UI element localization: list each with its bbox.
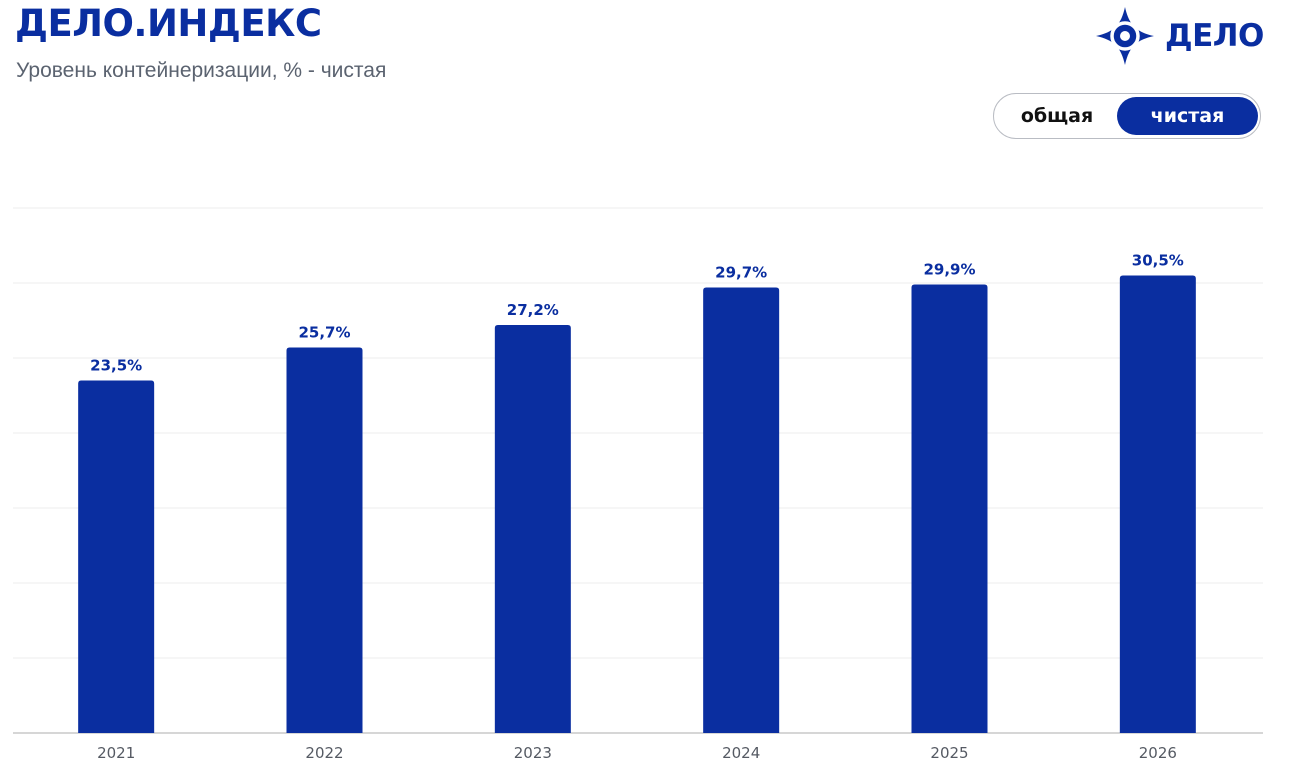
- bar-2021: [78, 380, 155, 733]
- value-label-2022: 25,7%: [298, 324, 350, 342]
- delo-logo[interactable]: ДЕЛО: [1095, 5, 1270, 67]
- brand-title: ДЕЛО.ИНДЕКС: [15, 2, 322, 45]
- value-label-2026: 30,5%: [1132, 252, 1184, 270]
- value-label-2024: 29,7%: [715, 264, 767, 282]
- chart-subtitle: Уровень контейнеризации, % - чистая: [16, 59, 387, 82]
- bar-2024: [703, 287, 780, 733]
- logo-text: ДЕЛО: [1165, 18, 1264, 54]
- x-tick-2025: 2025: [930, 744, 968, 762]
- chart-value-labels: 23,5% 25,7% 27,2% 29,7% 29,9% 30,5%: [90, 252, 1184, 375]
- x-tick-2023: 2023: [514, 744, 552, 762]
- chart-grid: [13, 207, 1263, 734]
- toggle-option-net[interactable]: чистая: [1117, 97, 1258, 135]
- x-tick-2022: 2022: [305, 744, 343, 762]
- bar-chart: 23,5%25,7%27,2%29,7% 29,9% 30,5% 2021 2022 2…: [13, 207, 1263, 762]
- value-label-2021: 23,5%: [90, 357, 142, 375]
- bar-2023: [494, 325, 571, 733]
- bar-2025: [911, 284, 988, 733]
- value-label-2023: 27,2%: [507, 301, 559, 319]
- delo-star-icon: [1096, 7, 1154, 65]
- x-tick-2026: 2026: [1139, 744, 1177, 762]
- chart-bars: [78, 275, 1196, 733]
- bar-2026: [1119, 275, 1196, 733]
- x-tick-2021: 2021: [97, 744, 135, 762]
- mode-toggle: общая чистая: [993, 93, 1261, 139]
- bar-2022: [286, 347, 363, 733]
- x-tick-2024: 2024: [722, 744, 760, 762]
- toggle-option-total[interactable]: общая: [1020, 105, 1094, 127]
- value-label-2025: 29,9%: [923, 261, 975, 279]
- chart-x-ticks: 2021 2022 2023 2024 2025 2026: [97, 744, 1177, 762]
